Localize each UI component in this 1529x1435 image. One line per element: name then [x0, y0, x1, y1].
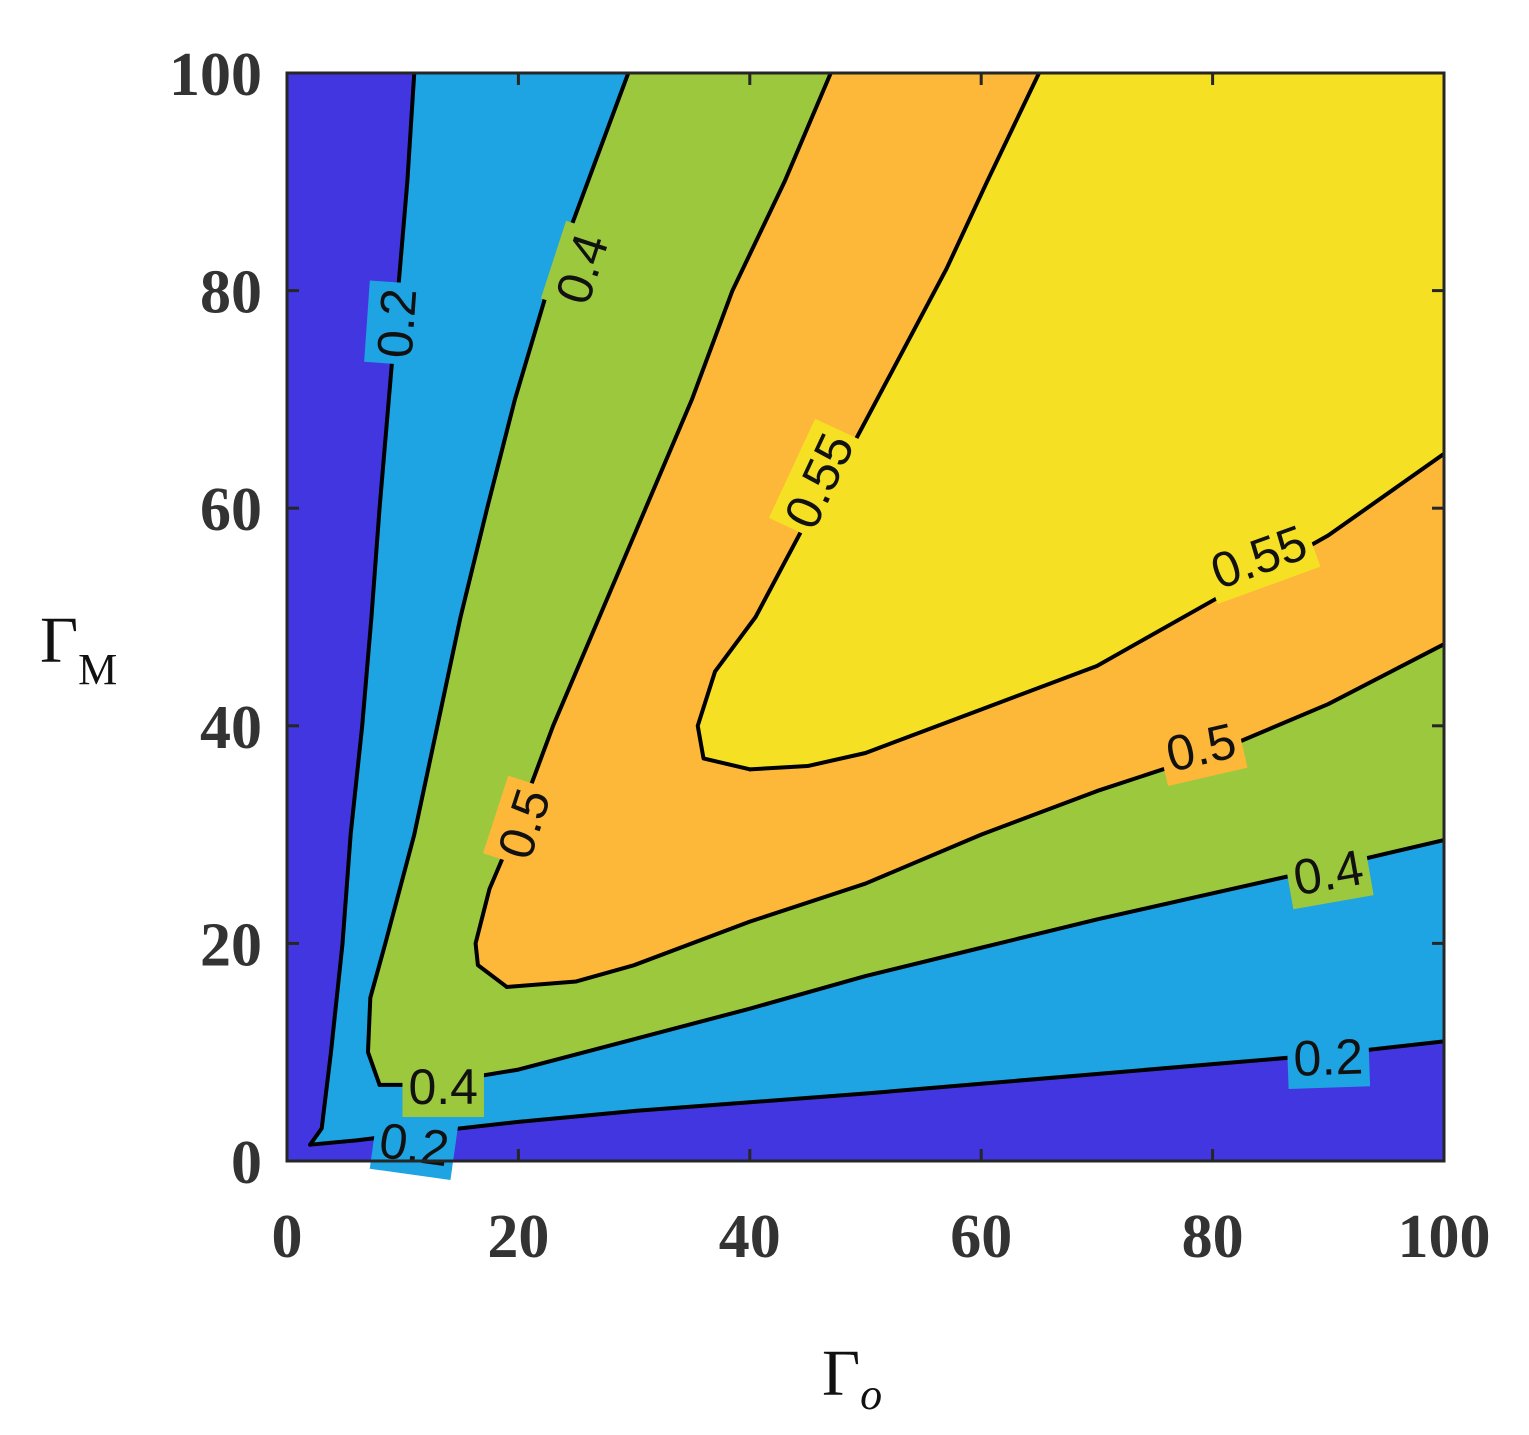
y-tick-label: 20: [200, 911, 262, 979]
contour-label-bg: [364, 280, 430, 366]
contour-label-bg: [1282, 836, 1374, 910]
contour-label-2: 0.2: [1286, 1026, 1371, 1090]
contour-label-bg: [1154, 709, 1248, 786]
y-tick-label: 40: [200, 694, 262, 762]
y-tick-label: 80: [200, 259, 262, 327]
contour-label-text: 0.2: [376, 1112, 453, 1177]
y-axis-label-sub: M: [78, 645, 117, 694]
x-tick-label: 20: [487, 1203, 549, 1271]
contour-line-0.4-lower: [377, 838, 1444, 1087]
contour-fill-regions: [287, 73, 1444, 1161]
x-tick-label: 0: [272, 1203, 303, 1271]
y-tick-labels: 0 20 40 60 80 100: [169, 41, 262, 1197]
contour-label-text: 0.2: [367, 287, 428, 360]
x-tick-label: 40: [719, 1203, 781, 1271]
contour-label-0: 0.2: [364, 280, 430, 366]
contour-label-bg: [768, 418, 870, 544]
x-tick-label: 80: [1182, 1203, 1244, 1271]
contour-label-7: 0.5: [1154, 709, 1248, 786]
y-tick-label: 0: [231, 1129, 262, 1197]
contour-line-0.2-upper: [308, 73, 417, 1147]
y-tick-label: 60: [200, 476, 262, 544]
y-tick-label: 100: [169, 41, 262, 109]
contour-label-1: 0.2: [369, 1109, 459, 1181]
x-axis-label: Γo: [822, 1337, 882, 1419]
contour-label-bg: [483, 775, 566, 872]
contour-label-text: 0.4: [1289, 839, 1367, 906]
x-axis-label-sub: o: [860, 1370, 882, 1419]
contour-label-text: 0.4: [408, 1059, 478, 1115]
fill-region-above_0.55: [697, 73, 1444, 770]
x-tick-label: 60: [950, 1203, 1012, 1271]
x-tick-labels: 0 20 40 60 80 100: [272, 1203, 1491, 1271]
contour-label-text: 0.2: [1293, 1028, 1364, 1086]
contour-label-bg: [540, 220, 624, 317]
contour-line-0.5-lower: [504, 642, 1444, 989]
contour-label-bg: [1286, 1026, 1371, 1090]
plot-frame: [285, 71, 1446, 1163]
contour-label-5: 0.4: [1282, 836, 1374, 910]
axis-ticks: [285, 71, 1446, 1163]
contour-line-0.5-upper: [473, 73, 833, 989]
x-axis-label-main: Γ: [822, 1337, 860, 1410]
x-tick-label: 100: [1398, 1203, 1491, 1271]
y-axis-label-main: Γ: [40, 604, 78, 677]
contour-label-4: 0.4: [402, 1057, 484, 1118]
contour-label-bg: [402, 1057, 484, 1118]
y-axis-label: ΓM: [40, 604, 117, 694]
contour-label-bg: [1197, 510, 1321, 605]
